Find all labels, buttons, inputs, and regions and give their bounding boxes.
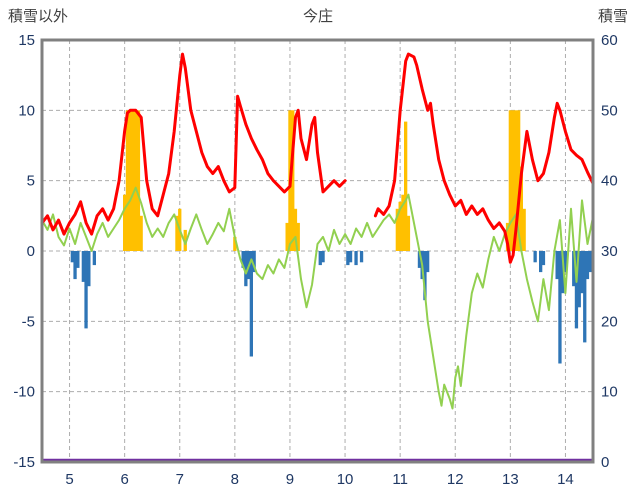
svg-text:12: 12 [447, 471, 464, 488]
svg-text:-15: -15 [13, 454, 35, 471]
svg-text:8: 8 [231, 471, 239, 488]
svg-text:10: 10 [337, 471, 354, 488]
svg-text:60: 60 [601, 32, 618, 49]
svg-text:0: 0 [27, 243, 35, 260]
svg-text:13: 13 [502, 471, 519, 488]
svg-text:10: 10 [601, 384, 618, 401]
svg-text:50: 50 [601, 102, 618, 119]
svg-text:7: 7 [176, 471, 184, 488]
svg-text:20: 20 [601, 313, 618, 330]
right-axis-title: 積雪 [597, 8, 628, 25]
svg-text:6: 6 [120, 471, 128, 488]
svg-text:-5: -5 [22, 313, 35, 330]
svg-text:9: 9 [286, 471, 294, 488]
svg-text:10: 10 [18, 102, 35, 119]
svg-text:14: 14 [557, 471, 574, 488]
svg-text:5: 5 [27, 173, 35, 190]
svg-text:0: 0 [601, 454, 609, 471]
svg-text:15: 15 [18, 32, 35, 49]
svg-text:30: 30 [601, 243, 618, 260]
chart-title: 今庄 [302, 8, 333, 25]
svg-text:11: 11 [392, 471, 408, 488]
svg-text:5: 5 [65, 471, 73, 488]
left-axis-title: 積雪以外 [8, 8, 69, 25]
svg-text:-10: -10 [13, 384, 35, 401]
svg-text:40: 40 [601, 173, 618, 190]
